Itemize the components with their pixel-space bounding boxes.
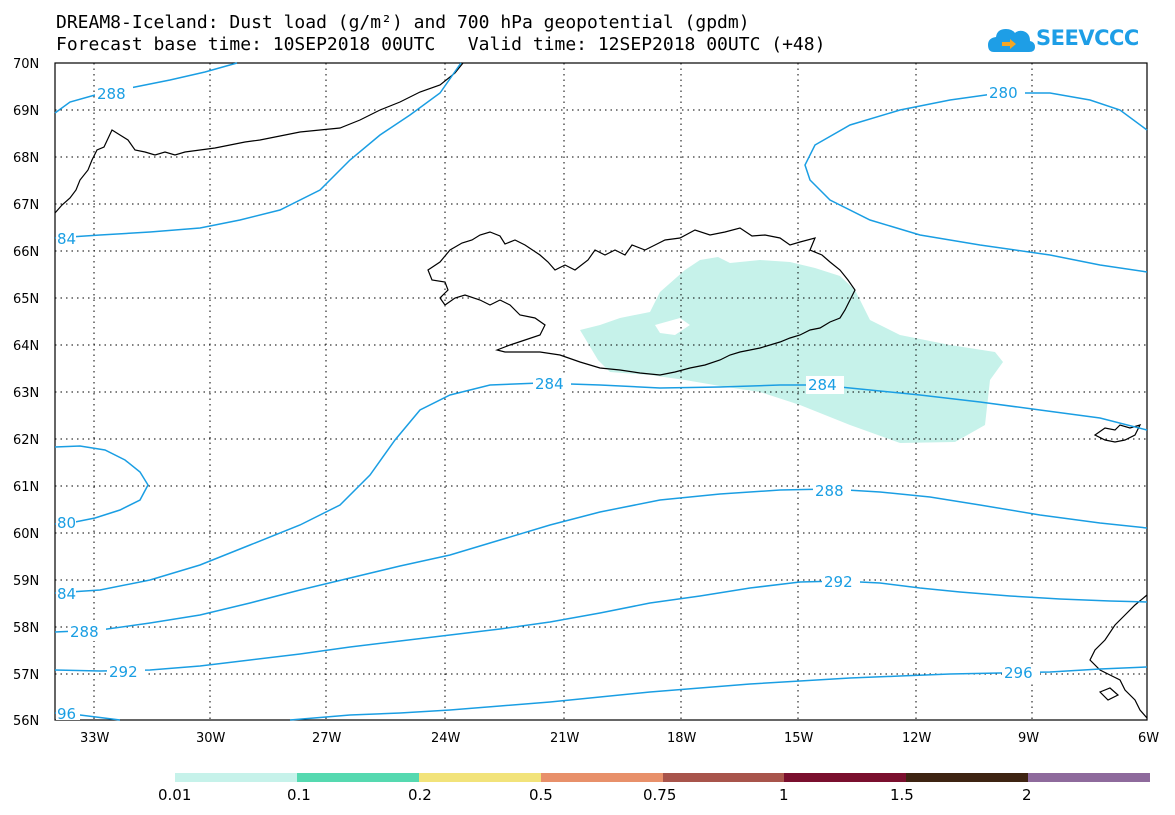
colorbar-swatch [1028, 773, 1150, 782]
contour-label: 292 [824, 573, 853, 591]
contour-label: 96 [57, 705, 76, 723]
lat-label: 65N [13, 292, 39, 307]
colorbar-swatch [418, 773, 541, 782]
dust-load-area [580, 257, 1003, 443]
contour-label: 284 [808, 376, 837, 394]
colorbar-label: 0.75 [643, 786, 677, 804]
colorbar-label: 0.1 [287, 786, 311, 804]
colorbar-swatch [906, 773, 1029, 782]
lon-label: 24W [431, 731, 461, 746]
colorbar-label: 1.5 [890, 786, 914, 804]
colorbar-swatch [662, 773, 785, 782]
seevccc-cloud-logo-icon [988, 29, 1035, 52]
lon-label: 33W [80, 731, 110, 746]
lon-label: 6W [1138, 731, 1159, 746]
lat-label: 68N [13, 151, 39, 166]
contour-labels: 288 280 84 284 284 80 288 84 292 288 292… [56, 84, 1040, 723]
colorbar-swatch [540, 773, 663, 782]
lat-label: 63N [13, 386, 39, 401]
colorbar-label: 0.01 [158, 786, 192, 804]
contour-label: 84 [57, 230, 76, 248]
coastline-greenland [54, 62, 464, 214]
lon-label: 21W [550, 731, 580, 746]
lat-label: 56N [13, 714, 39, 729]
contour-label: 80 [57, 514, 76, 532]
contour-label: 84 [57, 585, 76, 603]
map-title-line1: DREAM8-Iceland: Dust load (g/m²) and 700… [56, 12, 750, 33]
colorbar-swatch [175, 773, 297, 782]
lat-gridlines [55, 109, 1147, 675]
latitude-labels: 70N 69N 68N 67N 66N 65N 64N 63N 62N 61N … [13, 57, 39, 729]
colorbar-label: 0.5 [529, 786, 553, 804]
contour-label: 292 [109, 663, 138, 681]
colorbar-swatch [296, 773, 419, 782]
contour-label: 288 [97, 85, 126, 103]
lat-label: 60N [13, 527, 39, 542]
lat-label: 61N [13, 480, 39, 495]
lat-label: 62N [13, 433, 39, 448]
logo-text: SEEVCCC [1036, 26, 1139, 50]
lat-label: 59N [13, 574, 39, 589]
contour-label: 288 [70, 623, 99, 641]
colorbar-label: 2 [1022, 786, 1032, 804]
longitude-labels: 33W 30W 27W 24W 21W 18W 15W 12W 9W 6W [80, 731, 1159, 746]
lon-label: 12W [902, 731, 932, 746]
lon-label: 18W [667, 731, 697, 746]
coastline-faroe [1093, 424, 1142, 443]
coastline-iceland [427, 227, 856, 376]
coastline-scotland [1089, 594, 1148, 719]
map-title-line2: Forecast base time: 10SEP2018 00UTC Vali… [56, 34, 826, 55]
lat-label: 70N [13, 57, 39, 72]
contour-label: 280 [989, 84, 1018, 102]
lat-label: 64N [13, 339, 39, 354]
colorbar-label: 1 [779, 786, 789, 804]
lat-label: 58N [13, 621, 39, 636]
colorbar-swatch [784, 773, 907, 782]
lon-label: 9W [1018, 731, 1039, 746]
colorbar-label: 0.2 [408, 786, 432, 804]
contour-label: 296 [1004, 664, 1033, 682]
lon-label: 27W [312, 731, 342, 746]
lat-label: 67N [13, 198, 39, 213]
lat-label: 66N [13, 245, 39, 260]
lon-label: 15W [784, 731, 814, 746]
contour-label: 288 [815, 482, 844, 500]
lat-label: 57N [13, 668, 39, 683]
lon-label: 30W [196, 731, 226, 746]
contour-label: 284 [535, 375, 564, 393]
dust-load-colorbar [175, 773, 1150, 782]
lat-label: 69N [13, 104, 39, 119]
